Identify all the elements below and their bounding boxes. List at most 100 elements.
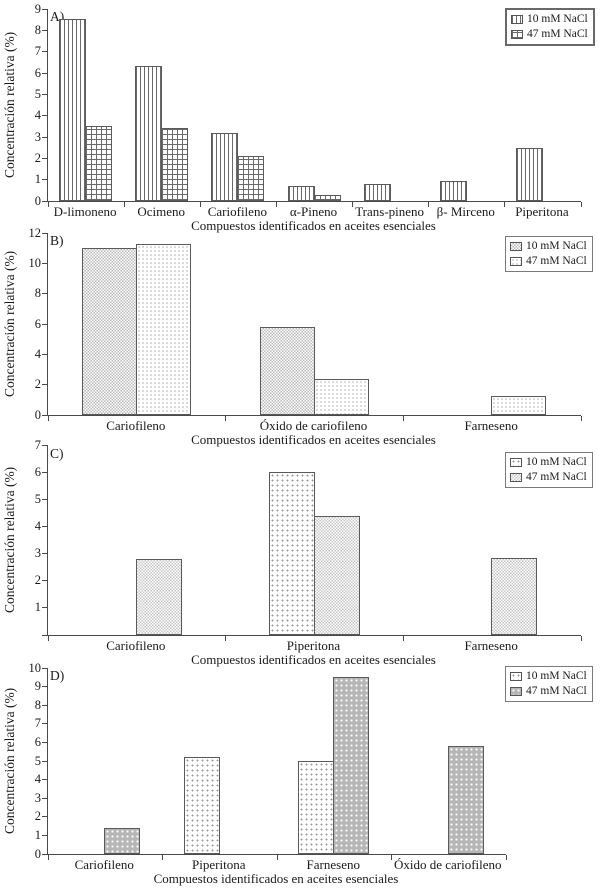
y-tick-label: 7 bbox=[34, 44, 41, 59]
y-tick-label: 5 bbox=[34, 86, 41, 101]
y-tick-label: 7 bbox=[34, 437, 41, 452]
y-tick-mark bbox=[42, 853, 47, 855]
x-tick-mark bbox=[47, 416, 49, 422]
y-tick-label: 2 bbox=[34, 150, 41, 165]
y-tick-label: 2 bbox=[34, 573, 41, 588]
y-tick-mark bbox=[42, 553, 47, 555]
x-tick-mark bbox=[504, 202, 506, 208]
bar-10-mm-nacl bbox=[268, 472, 315, 635]
bar-47-mm-nacl bbox=[161, 128, 189, 201]
legend-item: 10 mM NaCl bbox=[510, 240, 587, 253]
legend-item: 10 mM NaCl bbox=[510, 670, 587, 683]
x-tick-mark bbox=[199, 202, 201, 208]
legend-item: 47 mM NaCl bbox=[510, 685, 587, 698]
y-tick-label: 4 bbox=[34, 108, 41, 123]
legend-label: 47 mM NaCl bbox=[526, 685, 587, 697]
x-tick-mark bbox=[402, 636, 404, 642]
bar-10-mm-nacl bbox=[135, 66, 163, 201]
bar-10-mm-nacl bbox=[211, 133, 239, 201]
legend-swatch-dots-light-icon bbox=[510, 458, 522, 467]
y-tick-label: 3 bbox=[34, 790, 41, 805]
legend-label: 47 mM NaCl bbox=[526, 471, 587, 483]
category-label: Cariofileno bbox=[74, 857, 134, 872]
category-label: Ocimeno bbox=[137, 204, 186, 219]
category-label: Óxido de cariofileno bbox=[393, 857, 502, 872]
x-axis-title: Compuestos identificados en aceites esen… bbox=[191, 432, 436, 447]
y-tick-label: 9 bbox=[34, 1, 41, 16]
y-tick-label: 6 bbox=[34, 316, 41, 331]
category-label: Trans-pineno bbox=[355, 204, 425, 219]
y-tick-mark bbox=[42, 262, 47, 264]
legend: 10 mM NaCl 47 mM NaCl bbox=[505, 452, 593, 488]
bar-10-mm-nacl bbox=[515, 148, 543, 201]
plot-area bbox=[42, 232, 582, 422]
legend-label: 47 mM NaCl bbox=[526, 255, 587, 267]
y-tick-label: 0 bbox=[34, 193, 41, 208]
legend-label: 10 mM NaCl bbox=[526, 456, 587, 468]
y-tick-label: 2 bbox=[34, 377, 41, 392]
legend-swatch-vlines-icon bbox=[511, 15, 523, 24]
y-tick-mark bbox=[42, 779, 47, 781]
y-tick-mark bbox=[42, 8, 47, 10]
y-tick-label: 1 bbox=[34, 600, 41, 615]
bar-47-mm-nacl bbox=[313, 379, 369, 415]
bar-47-mm-nacl bbox=[237, 156, 265, 201]
y-tick-mark bbox=[42, 51, 47, 53]
bar-47-mm-nacl bbox=[333, 677, 370, 854]
x-axis-title: Compuestos identificados en aceites esen… bbox=[191, 218, 436, 233]
legend-swatch-checker-light-icon bbox=[510, 473, 522, 482]
y-tick-label: 10 bbox=[28, 660, 42, 675]
legend-swatch-grid-icon bbox=[511, 30, 523, 39]
y-tick-mark bbox=[42, 704, 47, 706]
y-tick-label: 8 bbox=[34, 286, 41, 301]
x-tick-mark bbox=[580, 636, 582, 642]
y-tick-label: 10 bbox=[28, 255, 42, 270]
bar-47-mm-nacl bbox=[447, 746, 484, 854]
category-label: Piperitona bbox=[192, 857, 246, 872]
y-tick-mark bbox=[42, 157, 47, 159]
x-tick-mark bbox=[505, 855, 507, 861]
legend-item: 47 mM NaCl bbox=[510, 471, 587, 484]
x-tick-mark bbox=[428, 202, 430, 208]
x-tick-mark bbox=[225, 416, 227, 422]
legend-label: 10 mM NaCl bbox=[526, 670, 587, 682]
plot-area bbox=[42, 444, 582, 642]
y-tick-mark bbox=[42, 200, 47, 202]
y-tick-mark bbox=[42, 232, 47, 234]
category-label: D-limoneno bbox=[53, 204, 117, 219]
y-tick-mark bbox=[42, 580, 47, 582]
y-tick-mark bbox=[42, 353, 47, 355]
y-tick-mark bbox=[42, 414, 47, 416]
plot-area bbox=[42, 8, 582, 208]
bar-10-mm-nacl bbox=[259, 327, 315, 415]
x-tick-mark bbox=[275, 202, 277, 208]
x-tick-mark bbox=[580, 416, 582, 422]
y-tick-label: 0 bbox=[34, 846, 41, 861]
chart-panel-a: Concentración relativa (%) A) Compuestos… bbox=[0, 0, 603, 233]
y-tick-label: 6 bbox=[34, 734, 41, 749]
y-tick-mark bbox=[42, 72, 47, 74]
y-tick-mark bbox=[42, 760, 47, 762]
x-tick-mark bbox=[225, 636, 227, 642]
y-tick-mark bbox=[42, 686, 47, 688]
bar-47-mm-nacl bbox=[491, 558, 538, 635]
y-tick-mark bbox=[42, 179, 47, 181]
y-tick-label: 2 bbox=[34, 809, 41, 824]
y-tick-label: 9 bbox=[34, 679, 41, 694]
y-tick-mark bbox=[42, 634, 47, 636]
legend-swatch-checker-dense-icon bbox=[510, 242, 522, 251]
x-axis-title: Compuestos identificados en aceites esen… bbox=[153, 871, 399, 886]
y-tick-mark bbox=[42, 29, 47, 31]
plot-area bbox=[42, 667, 507, 861]
y-tick-mark bbox=[42, 444, 47, 446]
category-label: Farneseno bbox=[464, 638, 518, 653]
y-tick-mark bbox=[42, 834, 47, 836]
panel-label-d: D) bbox=[50, 668, 65, 683]
category-label: Cariofileno bbox=[207, 204, 267, 219]
y-tick-mark bbox=[42, 525, 47, 527]
y-tick-label: 3 bbox=[34, 546, 41, 561]
legend-swatch-gray-white-dots-icon bbox=[510, 687, 522, 696]
legend: 10 mM NaCl 47 mM NaCl bbox=[505, 236, 593, 272]
y-tick-label: 8 bbox=[34, 697, 41, 712]
